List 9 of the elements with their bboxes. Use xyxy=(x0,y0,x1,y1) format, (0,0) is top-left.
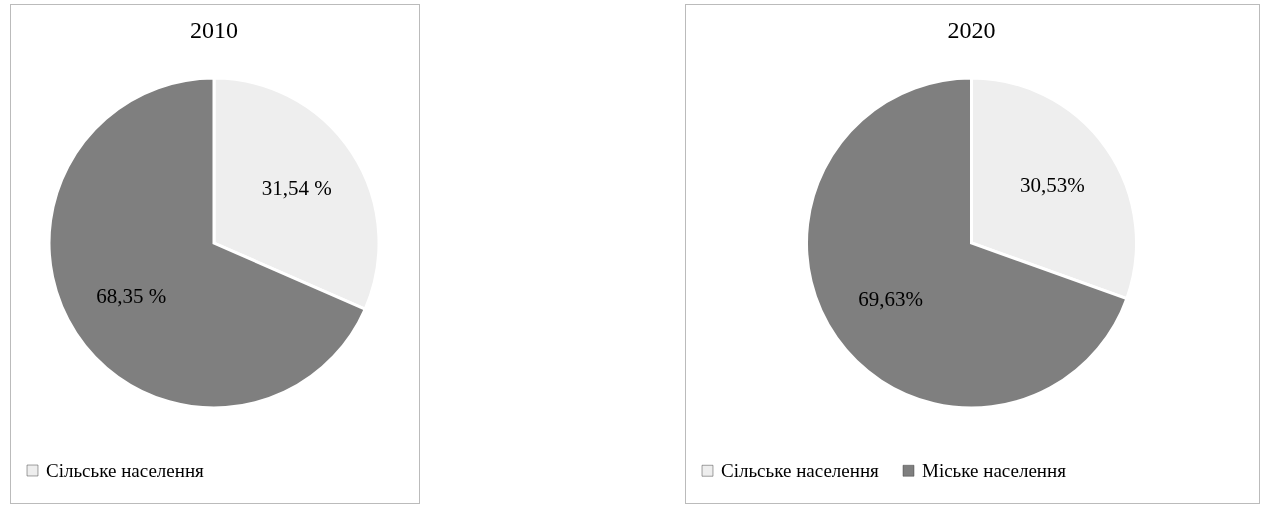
data-label: 68,35 % xyxy=(96,284,167,309)
legend-label: Міське населення xyxy=(922,459,1067,481)
data-label: 69,63% xyxy=(858,286,923,311)
data-label: 31,54 % xyxy=(261,175,332,200)
chart-title: 2010 xyxy=(190,17,238,43)
chart-title: 2020 xyxy=(947,17,996,43)
legend-label: Сільське населення xyxy=(721,459,880,481)
legend-label: Сільське населення xyxy=(46,459,205,481)
data-label: 30,53% xyxy=(1020,173,1085,198)
